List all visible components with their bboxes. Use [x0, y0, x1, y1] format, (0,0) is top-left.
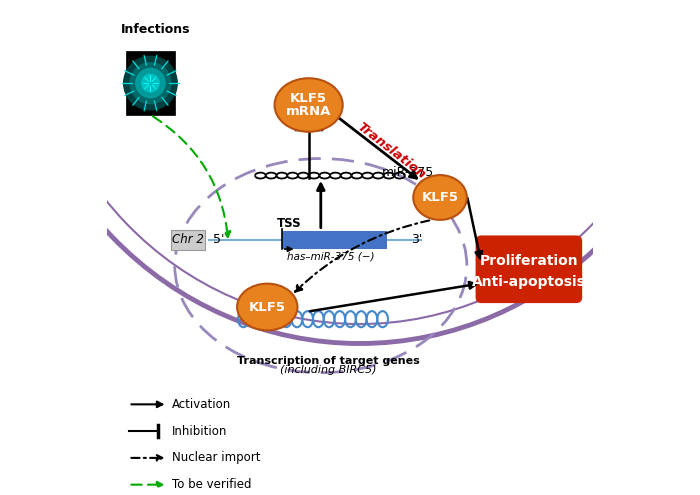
Ellipse shape — [237, 284, 298, 330]
Text: To be verified: To be verified — [172, 478, 252, 491]
Text: Transcription of target genes: Transcription of target genes — [237, 355, 419, 365]
Ellipse shape — [413, 175, 467, 220]
Text: KLF5: KLF5 — [421, 191, 458, 204]
FancyArrowPatch shape — [153, 116, 230, 237]
Text: 3': 3' — [411, 233, 422, 247]
Text: Activation: Activation — [172, 398, 232, 411]
Text: Infections: Infections — [120, 23, 190, 36]
Text: Proliferation: Proliferation — [480, 254, 578, 268]
Circle shape — [130, 63, 171, 103]
Text: mRNA: mRNA — [286, 105, 331, 118]
Text: (including BIRC5): (including BIRC5) — [280, 365, 377, 375]
Text: KLF5: KLF5 — [248, 300, 286, 313]
Circle shape — [141, 74, 159, 92]
FancyBboxPatch shape — [126, 51, 175, 115]
Text: Inhibition: Inhibition — [172, 425, 228, 438]
FancyArrowPatch shape — [295, 220, 429, 292]
Text: has–miR-375 (−): has–miR-375 (−) — [287, 252, 375, 262]
Text: miR-375: miR-375 — [382, 166, 434, 179]
Text: Nuclear import: Nuclear import — [172, 451, 261, 464]
Text: 5': 5' — [213, 233, 224, 247]
Text: Anti-apoptosis: Anti-apoptosis — [472, 275, 586, 289]
Text: Chr 2: Chr 2 — [172, 233, 204, 247]
Circle shape — [124, 56, 177, 110]
FancyBboxPatch shape — [282, 231, 386, 249]
Circle shape — [136, 68, 165, 98]
FancyBboxPatch shape — [475, 236, 582, 303]
FancyBboxPatch shape — [171, 230, 205, 250]
Text: KLF5: KLF5 — [290, 92, 327, 104]
Ellipse shape — [274, 78, 343, 132]
Text: Translation: Translation — [355, 120, 428, 182]
Text: TSS: TSS — [276, 217, 302, 230]
